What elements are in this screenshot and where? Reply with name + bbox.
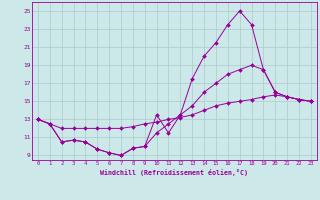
X-axis label: Windchill (Refroidissement éolien,°C): Windchill (Refroidissement éolien,°C) — [100, 169, 248, 176]
